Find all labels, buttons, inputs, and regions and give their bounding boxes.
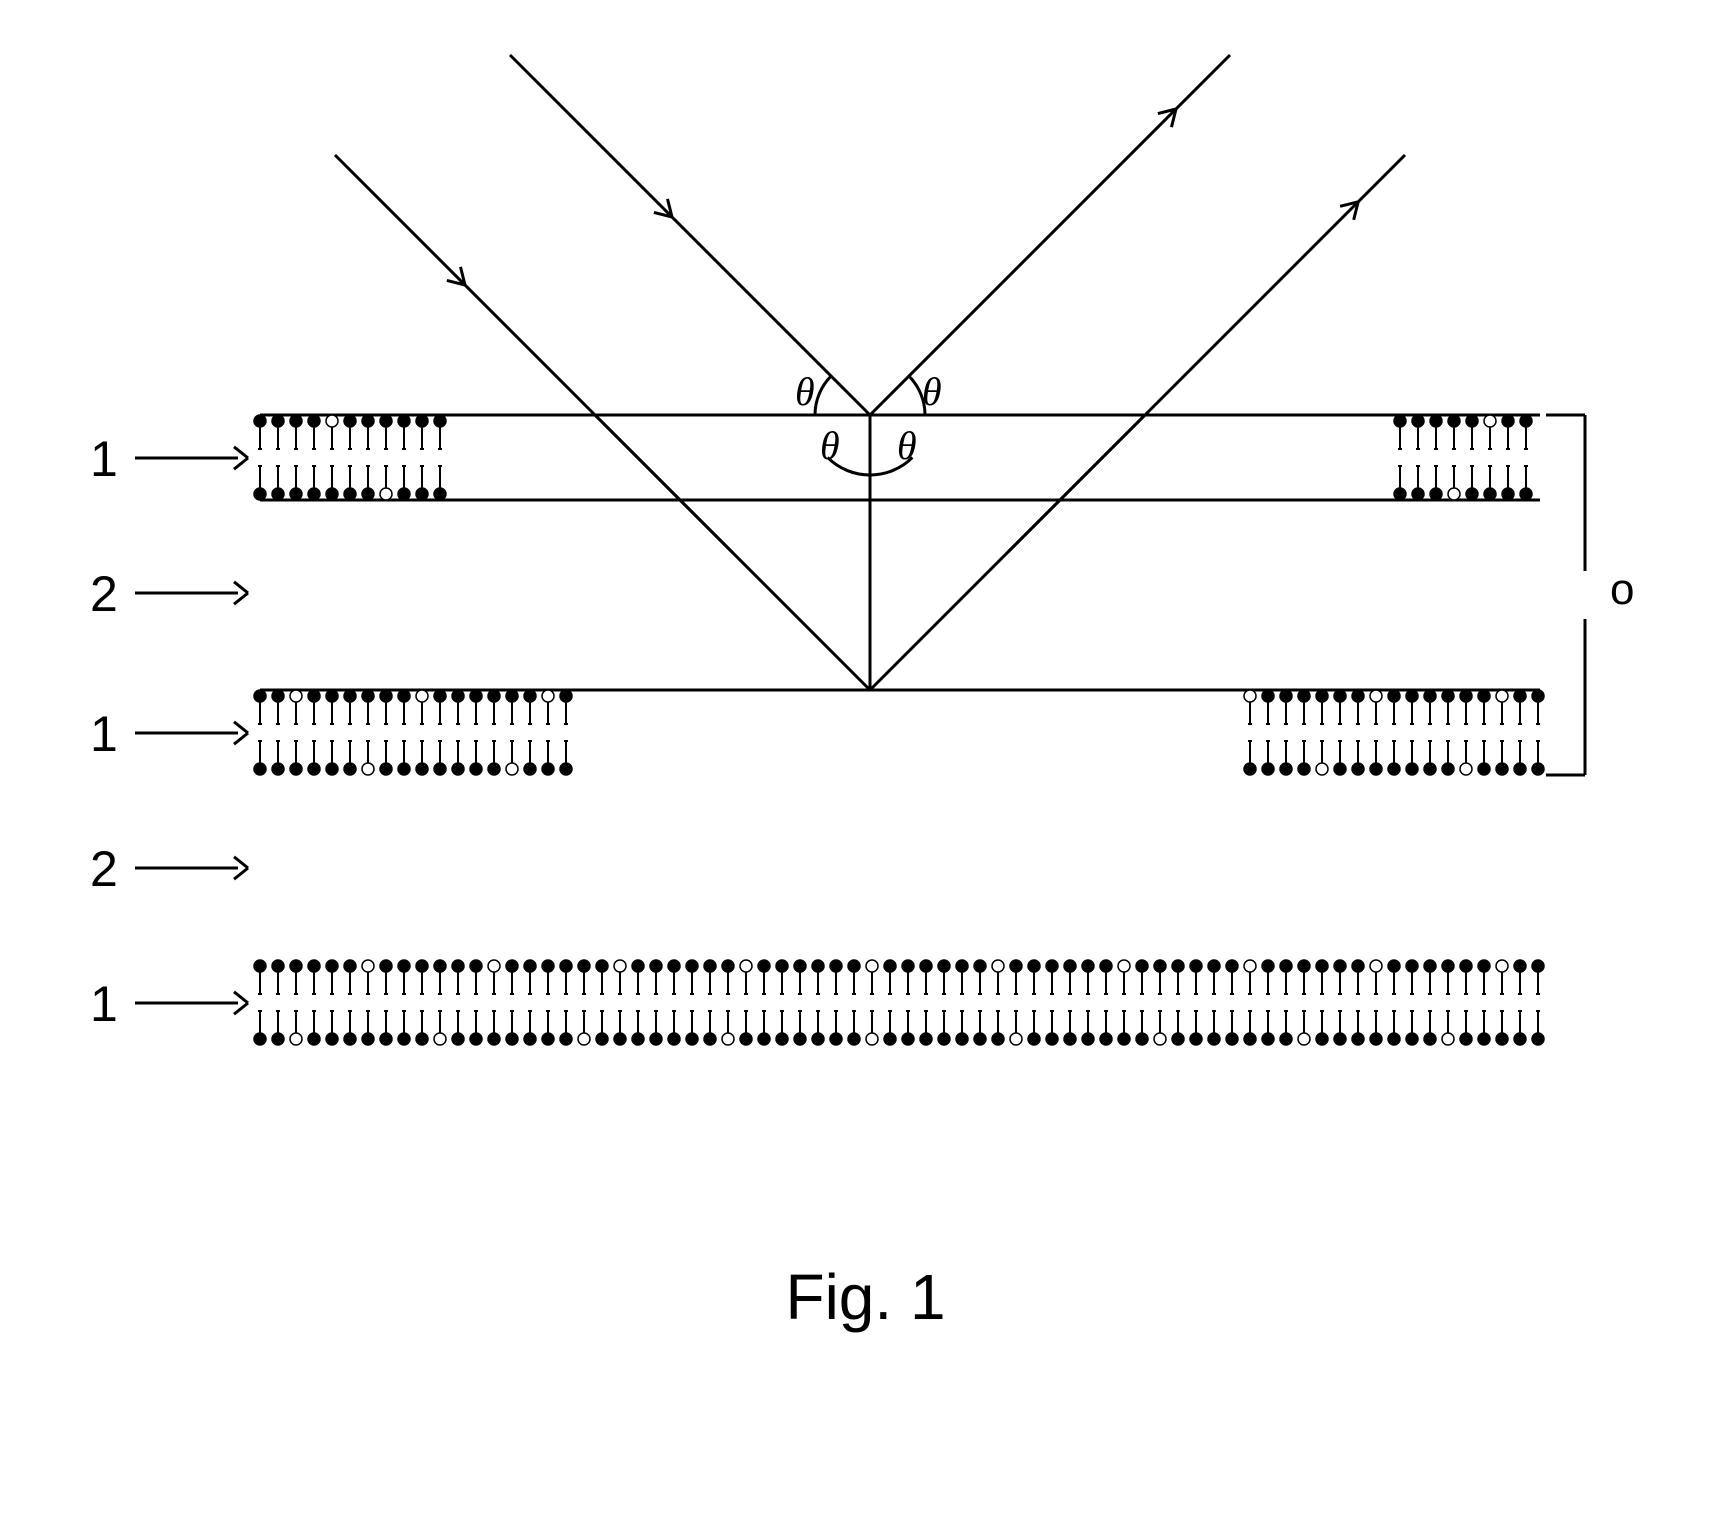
label-1a: 1 bbox=[90, 430, 118, 488]
spacing-label: o bbox=[1610, 565, 1634, 615]
theta-upper-right: θ bbox=[922, 368, 942, 415]
theta-lower-right: θ bbox=[897, 422, 917, 469]
label-1b: 1 bbox=[90, 705, 118, 763]
theta-upper-left: θ bbox=[795, 368, 815, 415]
theta-lower-left: θ bbox=[820, 422, 840, 469]
figure-caption: Fig. 1 bbox=[0, 1260, 1731, 1334]
label-2b: 2 bbox=[90, 840, 118, 898]
figure-container: { "caption": "Fig. 1", "labels": { "laye… bbox=[0, 0, 1731, 1525]
label-1c: 1 bbox=[90, 975, 118, 1033]
label-2a: 2 bbox=[90, 565, 118, 623]
